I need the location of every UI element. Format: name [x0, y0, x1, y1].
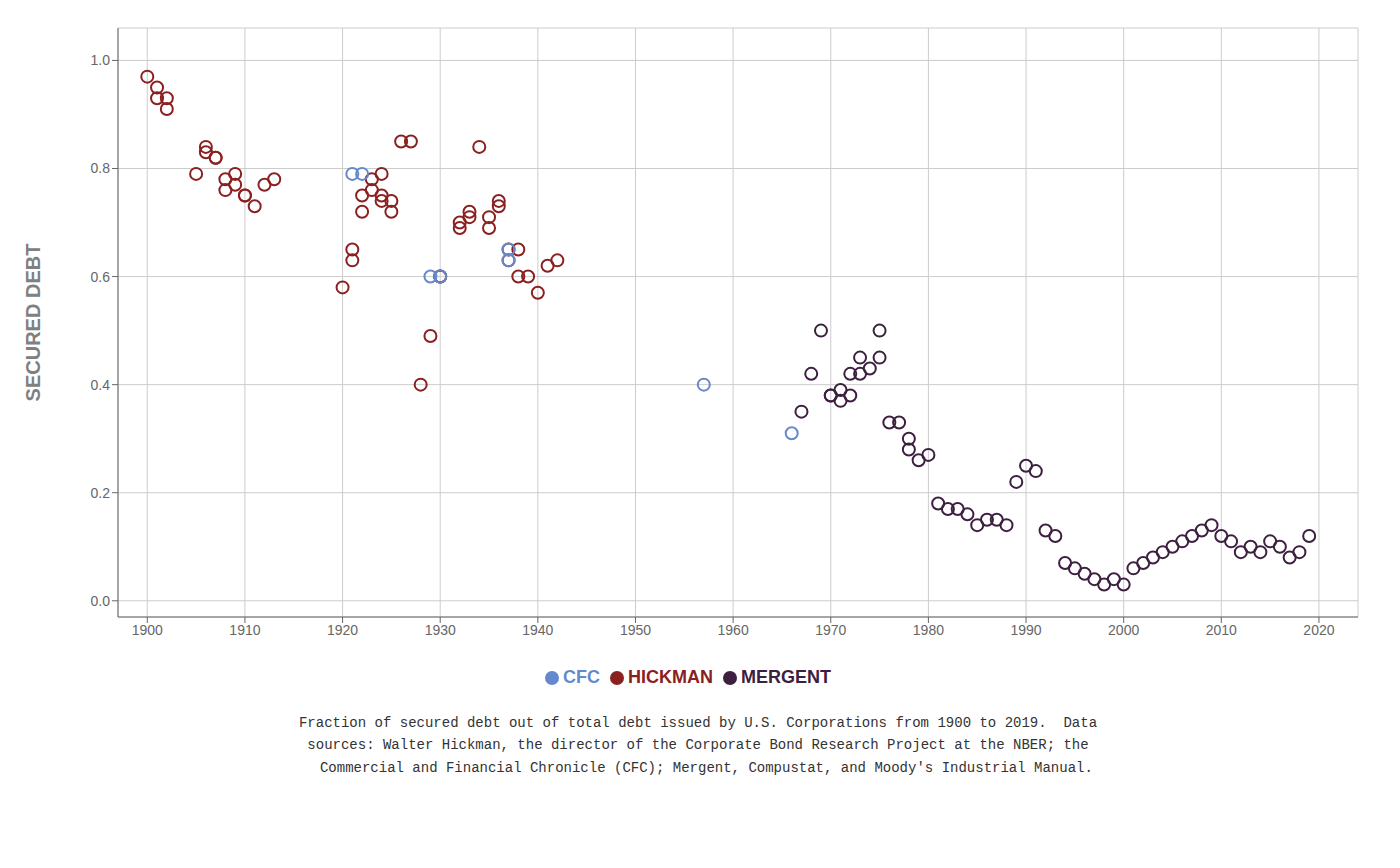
svg-text:1960: 1960 [718, 622, 749, 638]
svg-text:SECURED DEBT: SECURED DEBT [22, 244, 44, 402]
svg-text:1930: 1930 [425, 622, 456, 638]
html-text:CFC: CFC [563, 667, 600, 687]
svg-text:1910: 1910 [229, 622, 260, 638]
svg-text:1900: 1900 [132, 622, 163, 638]
svg-text:1980: 1980 [913, 622, 944, 638]
svg-text:0.2: 0.2 [91, 485, 111, 501]
svg-text:1920: 1920 [327, 622, 358, 638]
svg-text:1.0: 1.0 [91, 52, 111, 68]
svg-text:2000: 2000 [1108, 622, 1139, 638]
svg-text:1950: 1950 [620, 622, 651, 638]
html-text:Fraction of secured debt out o: Fraction of secured debt out of total de… [298, 715, 1098, 776]
svg-text:1970: 1970 [815, 622, 846, 638]
svg-text:0.0: 0.0 [91, 593, 111, 609]
html-text:HICKMAN: HICKMAN [628, 667, 713, 687]
svg-text:0.8: 0.8 [91, 160, 111, 176]
svg-text:0.4: 0.4 [91, 377, 111, 393]
svg-text:2010: 2010 [1206, 622, 1237, 638]
svg-text:1940: 1940 [522, 622, 553, 638]
svg-text:1990: 1990 [1010, 622, 1041, 638]
svg-text:2020: 2020 [1303, 622, 1334, 638]
html-text:MERGENT: MERGENT [741, 667, 831, 687]
svg-text:0.6: 0.6 [91, 269, 111, 285]
